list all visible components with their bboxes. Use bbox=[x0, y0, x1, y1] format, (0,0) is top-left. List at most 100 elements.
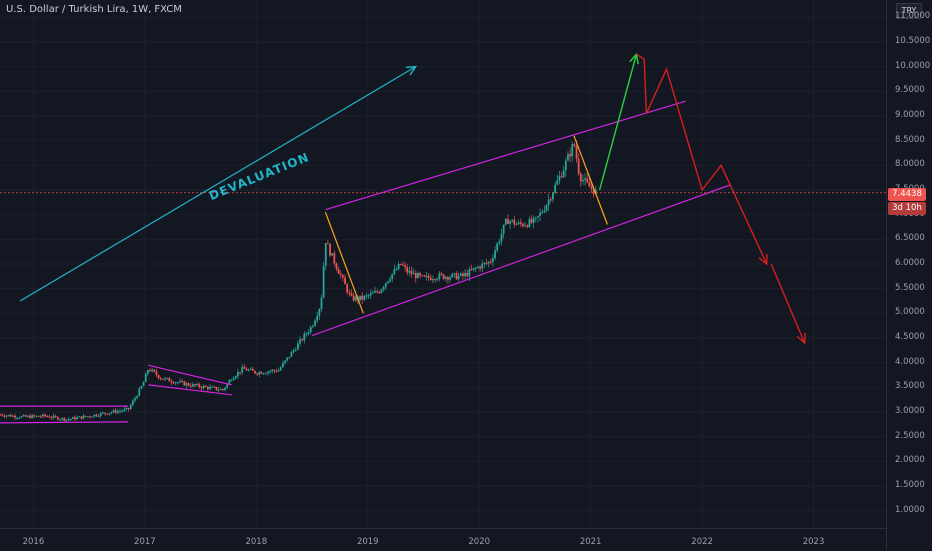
candle-body bbox=[417, 273, 419, 279]
candle-body bbox=[174, 382, 177, 384]
candle-body bbox=[241, 366, 244, 373]
candle-body bbox=[149, 370, 151, 372]
candle-body bbox=[3, 415, 6, 417]
candle-body bbox=[181, 381, 184, 383]
candle-body bbox=[7, 414, 10, 416]
candle-body bbox=[485, 262, 488, 264]
candle-body bbox=[335, 263, 338, 269]
candle-body bbox=[123, 409, 126, 411]
candle-body bbox=[479, 266, 481, 269]
candle-body bbox=[52, 415, 55, 418]
candle-body bbox=[414, 273, 417, 279]
candle-body bbox=[204, 385, 207, 387]
candle-body bbox=[189, 385, 192, 387]
candle-body bbox=[249, 368, 252, 370]
candle-body bbox=[247, 369, 250, 371]
candle-body bbox=[0, 414, 1, 416]
time-tick-label: 2017 bbox=[134, 537, 156, 547]
candle-body bbox=[327, 243, 329, 245]
candle-body bbox=[112, 410, 115, 413]
candle-body bbox=[86, 416, 89, 418]
candle-body bbox=[582, 179, 584, 182]
candle-body bbox=[339, 273, 342, 276]
candle-body bbox=[590, 186, 593, 189]
candle-body bbox=[269, 371, 271, 373]
time-tick-label: 2022 bbox=[691, 537, 713, 547]
green-projection-line bbox=[598, 54, 638, 191]
candle-body bbox=[170, 381, 173, 383]
candle-body bbox=[562, 170, 565, 178]
candle-body bbox=[264, 373, 267, 375]
candle-body bbox=[97, 416, 100, 418]
time-tick-label: 2021 bbox=[579, 537, 602, 547]
candle-body bbox=[588, 182, 591, 187]
candle-body bbox=[206, 386, 209, 390]
candle-body bbox=[429, 277, 432, 280]
candle-body bbox=[378, 292, 381, 294]
candle-body bbox=[292, 350, 295, 352]
candle-body bbox=[91, 416, 94, 418]
candle-body bbox=[176, 382, 179, 384]
time-tick-label: 2020 bbox=[468, 537, 491, 547]
candle-body bbox=[344, 277, 346, 285]
candle-body bbox=[279, 367, 282, 371]
candle-body bbox=[166, 378, 169, 380]
candle-body bbox=[183, 381, 186, 386]
candle-body bbox=[387, 281, 389, 284]
candle-body bbox=[440, 273, 443, 275]
candles bbox=[0, 140, 597, 424]
candle-body bbox=[16, 417, 19, 419]
candle-body bbox=[63, 417, 66, 421]
candle-body bbox=[537, 215, 539, 218]
price-tick-label: 2.5000 bbox=[895, 430, 925, 441]
candle-body bbox=[541, 212, 544, 214]
time-tick-label: 2019 bbox=[356, 537, 379, 547]
candle-body bbox=[76, 417, 79, 420]
candle-body bbox=[217, 389, 220, 391]
candle-body bbox=[260, 372, 263, 374]
candle-body bbox=[369, 293, 372, 296]
candle-body bbox=[408, 270, 411, 273]
candle-body bbox=[155, 371, 158, 376]
candle-body bbox=[35, 415, 38, 417]
candle-body bbox=[159, 378, 162, 380]
time-tick-label: 2016 bbox=[22, 537, 45, 547]
candle-body bbox=[239, 371, 241, 373]
candle-body bbox=[567, 154, 569, 161]
price-tick-label: 6.5000 bbox=[895, 233, 925, 244]
candle-body bbox=[131, 400, 134, 405]
candle-body bbox=[318, 309, 321, 316]
price-tick-label: 1.5000 bbox=[895, 480, 925, 491]
candle-body bbox=[382, 287, 385, 290]
candle-body bbox=[243, 366, 246, 369]
candle-body bbox=[187, 383, 190, 386]
candle-body bbox=[592, 188, 595, 195]
candle-body bbox=[80, 416, 83, 419]
orange-decline-line-1 bbox=[324, 211, 364, 314]
candle-body bbox=[194, 384, 196, 386]
candle-body bbox=[451, 273, 454, 278]
candle-body bbox=[301, 339, 304, 341]
candle-body bbox=[277, 370, 280, 372]
candle-body bbox=[24, 415, 27, 417]
candle-body bbox=[44, 414, 46, 417]
candle-body bbox=[39, 416, 42, 418]
candle-body bbox=[108, 413, 111, 415]
price-tick-label: 4.0000 bbox=[895, 356, 925, 367]
price-axis[interactable] bbox=[886, 0, 932, 550]
candle-body bbox=[213, 386, 216, 388]
candle-body bbox=[59, 419, 61, 421]
currency-button[interactable]: TRY bbox=[896, 3, 922, 19]
candle-body bbox=[515, 223, 518, 225]
devaluation-trend-line bbox=[19, 66, 417, 302]
time-axis[interactable] bbox=[0, 528, 886, 551]
candle-body bbox=[282, 363, 284, 368]
candle-body bbox=[114, 410, 117, 413]
candle-body bbox=[226, 383, 229, 388]
candle-body bbox=[153, 369, 156, 372]
candle-body bbox=[444, 277, 447, 279]
candle-body bbox=[93, 414, 96, 417]
candle-body bbox=[151, 369, 154, 372]
candle-body bbox=[271, 370, 274, 372]
